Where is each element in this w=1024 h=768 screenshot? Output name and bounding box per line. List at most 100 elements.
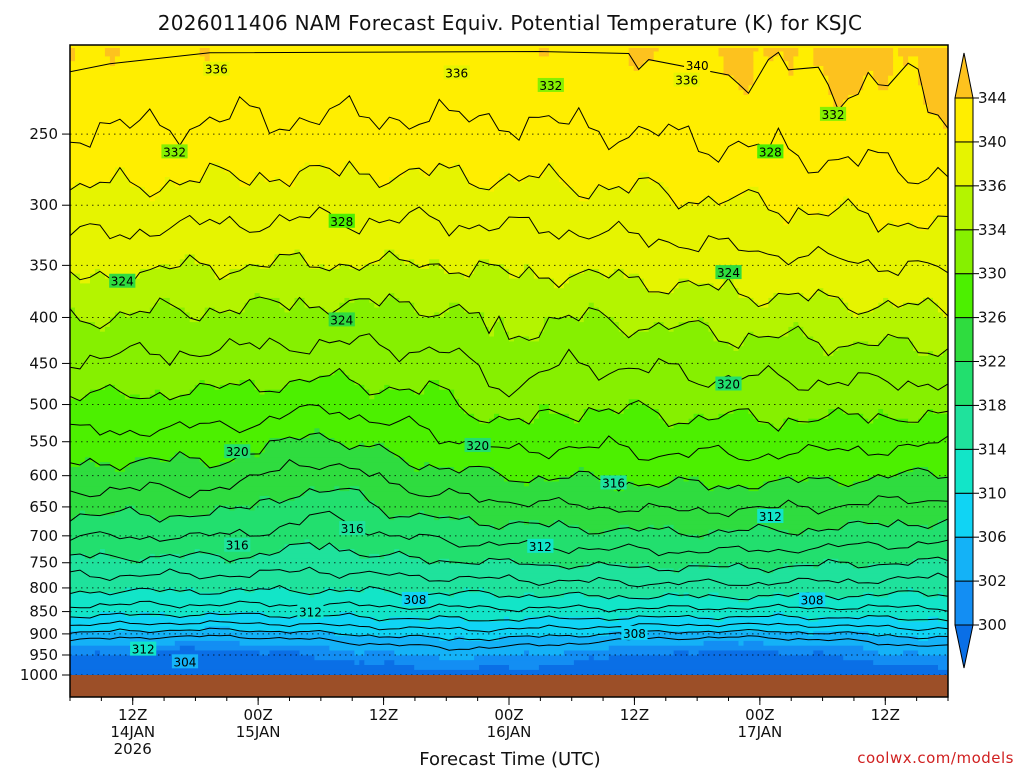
field-cell <box>364 264 420 270</box>
field-cell <box>194 254 275 260</box>
field-cell <box>524 418 535 425</box>
field-cell <box>943 119 948 125</box>
field-cell <box>364 587 385 594</box>
field-cell <box>573 471 595 478</box>
field-cell <box>384 587 465 594</box>
field-cell <box>868 210 948 217</box>
field-cell <box>70 273 81 280</box>
field-cell <box>204 462 221 468</box>
field-cell <box>678 568 764 574</box>
field-cell <box>893 302 904 309</box>
field-cell <box>70 90 744 96</box>
field-cell <box>738 288 819 294</box>
field-cell <box>234 505 250 511</box>
field-cell <box>99 650 136 656</box>
field-cell <box>349 297 355 304</box>
field-cell <box>583 317 615 323</box>
field-cell <box>743 336 814 342</box>
field-cell <box>70 467 116 473</box>
field-cell <box>943 124 948 130</box>
x-axis-label: Forecast Time (UTC) <box>419 749 600 768</box>
field-cell <box>678 529 709 536</box>
field-cell <box>204 167 226 173</box>
field-cell <box>763 568 774 574</box>
field-cell <box>524 268 535 275</box>
field-cell <box>70 621 948 627</box>
field-cell <box>524 616 605 623</box>
field-cell <box>134 505 216 511</box>
field-cell <box>828 409 844 415</box>
field-cell <box>344 370 948 376</box>
field-cell <box>943 351 948 357</box>
field-cell <box>75 51 106 57</box>
field-cell <box>509 616 525 623</box>
field-cell <box>578 524 620 531</box>
field-cell <box>878 650 904 656</box>
field-cell <box>793 476 809 482</box>
field-cell <box>733 75 754 82</box>
field-cell <box>70 520 475 526</box>
field-cell <box>394 293 739 299</box>
field-cell <box>254 293 260 299</box>
field-cell <box>648 172 948 178</box>
field-cell <box>454 467 465 473</box>
field-cell <box>70 249 295 255</box>
field-cell <box>204 611 221 618</box>
field-cell <box>713 486 749 492</box>
field-cell <box>548 404 630 410</box>
field-cell <box>354 587 365 594</box>
contour-label-bg <box>328 213 355 228</box>
field-cell <box>524 177 560 183</box>
field-cell <box>444 268 475 275</box>
contour-320 <box>70 510 948 557</box>
field-cell <box>70 505 126 511</box>
field-cell <box>878 302 894 309</box>
field-cell <box>304 162 310 168</box>
field-cell <box>933 524 948 531</box>
field-cell <box>444 162 455 168</box>
field-cell <box>713 196 729 202</box>
x-tick-label: 12Z <box>871 706 900 724</box>
field-cell <box>94 650 101 656</box>
field-cell <box>454 636 465 642</box>
field-cell <box>499 636 919 642</box>
field-cell <box>149 196 156 202</box>
field-cell <box>743 640 764 647</box>
field-cell <box>244 302 280 309</box>
field-cell <box>888 75 919 82</box>
field-cell <box>114 167 126 173</box>
field-cell <box>853 481 948 487</box>
field-cell <box>893 220 909 226</box>
contour-label-bg <box>537 77 564 92</box>
field-cell <box>464 587 470 594</box>
field-cell <box>389 616 420 623</box>
field-cell <box>354 380 430 386</box>
y-tick-label: 900 <box>29 625 58 643</box>
field-cell <box>80 510 86 516</box>
colorbar-segment <box>954 273 974 319</box>
field-cell <box>139 558 225 565</box>
field-cell <box>184 254 196 260</box>
contour-label: 336 <box>205 63 228 77</box>
field-cell <box>144 186 161 193</box>
field-cell <box>873 220 889 226</box>
field-cell <box>80 278 91 284</box>
field-cell <box>339 302 375 309</box>
field-cell <box>454 389 948 396</box>
field-cell <box>449 307 465 313</box>
field-cell <box>913 467 929 473</box>
field-cell <box>139 510 210 516</box>
field-cell <box>70 457 86 463</box>
field-cell <box>753 70 789 77</box>
field-cell <box>673 423 774 429</box>
field-cell <box>419 264 430 270</box>
field-cell <box>838 481 854 487</box>
field-cell <box>723 66 754 72</box>
field-cell <box>933 351 944 357</box>
field-cell <box>274 259 305 265</box>
field-cell <box>628 404 650 410</box>
field-cell <box>529 650 565 656</box>
field-cell <box>254 380 290 386</box>
field-cell <box>733 346 739 352</box>
field-cell <box>703 196 714 202</box>
